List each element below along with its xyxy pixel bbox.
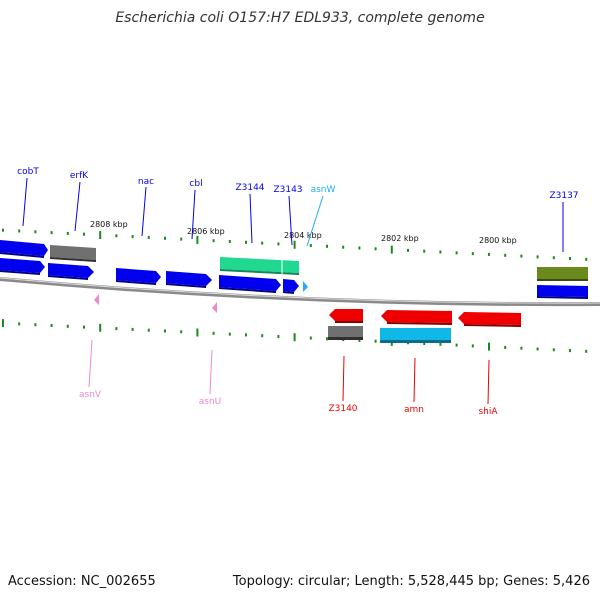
gene-forward-arrow-2[interactable] (48, 263, 94, 280)
connector-erfK (74, 181, 81, 232)
connector-z3140 (342, 355, 345, 402)
trna-asnU-marker[interactable] (212, 302, 217, 313)
gene-nac-arrow[interactable] (116, 268, 161, 285)
connector-amn (413, 357, 416, 403)
genome-backbone (0, 277, 600, 307)
label-z3137[interactable]: Z3137 (549, 191, 578, 201)
label-z3144[interactable]: Z3144 (235, 183, 264, 193)
gene-forward-arrow-1[interactable] (0, 258, 45, 275)
gene-z3143-arrow[interactable] (283, 279, 299, 294)
label-z3143[interactable]: Z3143 (273, 185, 302, 195)
label-cobT[interactable]: cobT (17, 167, 39, 177)
label-erfK[interactable]: erfK (70, 171, 89, 181)
label-nac[interactable]: nac (138, 177, 154, 187)
label-z3140[interactable]: Z3140 (328, 404, 357, 414)
gene-amn-arrow[interactable] (381, 310, 452, 325)
scale-label-2802: 2802 kbp (381, 234, 419, 243)
gene-z3137-box[interactable] (537, 267, 588, 281)
gene-z3140-arrow[interactable] (329, 309, 363, 323)
scale-label-2806: 2806 kbp (187, 227, 225, 236)
genome-backbone-highlight (0, 277, 600, 304)
gene-z3137-inner-box[interactable] (537, 285, 588, 299)
gene-z3140-grey-box[interactable] (328, 326, 363, 340)
forward-scale-ticks (2, 228, 588, 261)
connector-z3144 (249, 193, 253, 244)
trna-asnV-marker[interactable] (94, 294, 99, 305)
trna-asnW-marker[interactable] (303, 281, 308, 292)
connector-asnW (306, 195, 324, 247)
scale-label-2804: 2804 kbp (284, 231, 322, 240)
gene-cbl-arrow[interactable] (166, 271, 212, 288)
gene-amn-cyan-box[interactable] (380, 328, 451, 343)
connector-shiA (487, 359, 490, 405)
genome-title: Escherichia coli O157:H7 EDL933, complet… (115, 10, 485, 26)
gene-erfK-arrow[interactable] (50, 245, 96, 262)
accession-text: Accession: NC_002655 (8, 574, 156, 589)
scale-label-2808: 2808 kbp (90, 220, 128, 229)
label-asnW[interactable]: asnW (311, 185, 336, 195)
gene-cobT-arrow[interactable] (0, 240, 48, 258)
connector-asnV (88, 339, 93, 388)
scale-label-2800: 2800 kbp (479, 236, 517, 245)
gene-shiA-arrow[interactable] (458, 312, 521, 327)
label-asnU[interactable]: asnU (199, 397, 222, 407)
connector-cobT (22, 177, 28, 227)
connector-nac (141, 186, 147, 237)
connector-cbl (191, 189, 196, 240)
genome-summary-text: Topology: circular; Length: 5,528,445 bp… (232, 574, 590, 589)
connector-asnU (209, 349, 213, 395)
gene-z3144-arrow[interactable] (220, 257, 299, 275)
gene-z3144-inner-arrow[interactable] (219, 275, 281, 293)
label-asnV[interactable]: asnV (79, 390, 102, 400)
label-shiA[interactable]: shiA (478, 407, 498, 417)
label-amn[interactable]: amn (404, 405, 424, 415)
connector-z3143 (288, 195, 293, 246)
label-cbl[interactable]: cbl (189, 179, 202, 189)
